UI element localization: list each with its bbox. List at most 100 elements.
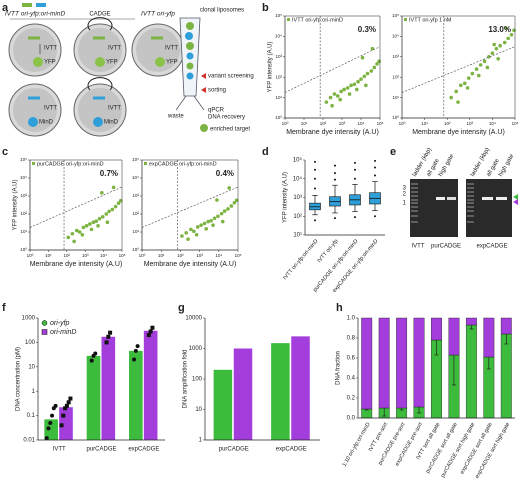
point [97, 216, 102, 221]
point [485, 65, 490, 70]
point [476, 73, 481, 78]
legend-label: purCADGE ori-yfp:ori-minD [37, 161, 104, 167]
x-tick-label: purCADGE sort all gate [425, 422, 459, 475]
bar [291, 336, 310, 440]
point [106, 334, 111, 339]
y-tick-label: 1000 [189, 346, 203, 352]
header: IVTT ori-yfp:ori-minD [5, 11, 66, 18]
outlier [314, 168, 316, 171]
x-tick-label: IVTT [53, 447, 66, 453]
point [362, 74, 367, 79]
lane-label: high gate [438, 153, 456, 178]
point [180, 234, 184, 238]
y-tick-label: 10 [195, 407, 202, 413]
bar [143, 330, 158, 440]
y-tick-label: 10⁰ [132, 247, 139, 252]
x-tick-label: 10² [444, 121, 451, 126]
x-tick-label: 10⁰ [27, 253, 34, 258]
x-tick-label: 10² [64, 253, 71, 258]
y-axis-label: DNA fraction [336, 351, 342, 385]
flow-label: DNA recovery [208, 115, 245, 121]
x-tick-label: 10⁵ [119, 253, 126, 258]
x-tick-label: 10⁴ [100, 253, 107, 258]
cell-label: YFP [106, 60, 118, 66]
point [80, 232, 85, 237]
x-tick-label: 10⁴ [489, 121, 496, 126]
legend-marker [404, 18, 407, 21]
y-axis-label: DNA amplification fold [183, 350, 189, 409]
gel-image [466, 179, 512, 237]
y-tick-label: 10³ [392, 54, 399, 59]
bar-segment [500, 317, 512, 335]
point [59, 423, 64, 428]
y-tick-label: 100 [192, 377, 203, 383]
point [150, 325, 155, 330]
arrow [201, 73, 206, 79]
x-tick-label: 10² [177, 253, 184, 258]
cell-label: IVTT [108, 106, 121, 112]
point [61, 413, 66, 418]
point [104, 340, 109, 345]
y-tick-label: 0.0 [347, 416, 356, 422]
x-tick-label: 10¹ [301, 121, 308, 126]
point [113, 204, 118, 209]
bar-segment [500, 333, 512, 419]
x-tick-label: 10³ [467, 121, 474, 126]
panel-label: c [2, 146, 8, 158]
y-tick-label: 10⁴ [275, 34, 282, 39]
y-tick-label: 10¹ [132, 229, 139, 234]
point [502, 40, 507, 45]
outlier [334, 178, 336, 181]
flow-label: enriched target [210, 127, 250, 133]
point [204, 227, 208, 231]
y-tick-label: 10² [20, 211, 27, 216]
point [206, 219, 210, 224]
cell-label: YFP [44, 60, 56, 66]
point [186, 237, 190, 241]
point [66, 400, 71, 405]
y-tick-label: 10⁰ [392, 115, 399, 120]
point [375, 62, 379, 66]
y-tick-label: 10² [132, 211, 139, 216]
x-tick-label: 10³ [196, 253, 203, 258]
bar [271, 343, 290, 440]
bar [86, 355, 101, 440]
point [454, 89, 458, 94]
point [339, 89, 343, 94]
cell: IVTT YFP [73, 17, 127, 77]
header: IVTT ori-yfp [141, 11, 175, 18]
x-axis-label: Membrane dye intensity (A.U) [286, 129, 379, 136]
point [328, 95, 333, 100]
x-tick-label: purCADGE [219, 447, 249, 453]
point [490, 51, 495, 56]
point [509, 32, 514, 37]
outlier [334, 217, 336, 220]
point [132, 357, 137, 362]
point [459, 83, 463, 88]
point [215, 198, 219, 202]
point [347, 92, 352, 96]
point [53, 403, 58, 408]
outlier [374, 215, 376, 218]
bar-segment [378, 317, 390, 409]
point [107, 209, 111, 214]
point [220, 219, 225, 224]
x-tick-label: 10⁰ [399, 121, 406, 126]
annotation: 0.7% [100, 169, 118, 178]
x-tick-label: 10⁵ [512, 121, 519, 126]
point [462, 81, 467, 86]
annotation: 13.0% [488, 25, 511, 34]
x-tick-label: purCADGE sort high gate [440, 422, 476, 479]
point [478, 63, 483, 67]
bar-segment [413, 317, 425, 408]
annotation: 0.3% [358, 25, 376, 34]
y-axis-label: YFP intensity (A.U) [13, 180, 19, 231]
flow-label: clonal liposomes [200, 8, 244, 14]
x-tick-label: 10³ [339, 121, 346, 126]
point [111, 185, 116, 190]
point [234, 198, 239, 203]
point [146, 333, 151, 338]
point [68, 396, 73, 401]
x-tick-label: 10¹ [45, 253, 52, 258]
annotation: 0.4% [216, 169, 234, 178]
